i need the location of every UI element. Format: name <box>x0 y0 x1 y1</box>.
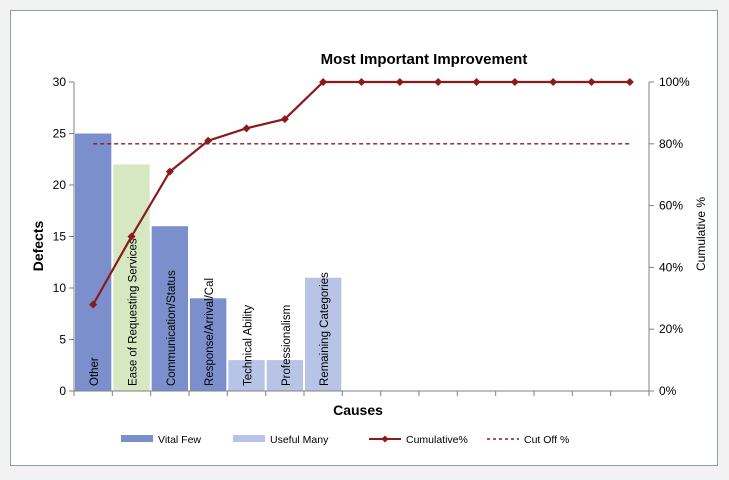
y2-tick-label-1: 20% <box>659 322 683 336</box>
y-tick-label-5: 25 <box>53 127 67 141</box>
category-label-4: Technical Ability <box>243 305 255 386</box>
y2-tick-label-2: 40% <box>659 260 683 274</box>
cumulative-point-10 <box>472 78 481 86</box>
bar-3 <box>190 298 227 391</box>
y2-tick-label-0: 0% <box>659 384 677 398</box>
cumulative-point-12 <box>549 78 558 86</box>
cumulative-point-3 <box>204 136 213 145</box>
y-tick-label-3: 15 <box>53 230 67 244</box>
cumulative-point-2 <box>165 167 174 176</box>
pareto-chart: Most Important Improvement Other Ease of … <box>30 51 708 446</box>
category-label-1: Ease of Requesting Services <box>128 238 140 386</box>
cumulative-point-14 <box>625 78 634 86</box>
cumulative-point-1 <box>127 232 136 241</box>
cumulative-point-7 <box>357 78 366 86</box>
category-label-2: Communication/Status <box>166 270 178 386</box>
legend-marker-2 <box>381 435 389 443</box>
legend-label-1: Useful Many <box>270 434 329 446</box>
y2-axis-label: Cumulative % <box>694 197 708 271</box>
cumulative-point-4 <box>242 124 251 133</box>
x-axis-label: Causes <box>333 402 383 418</box>
legend-label-2: Cumulative% <box>406 434 468 446</box>
chart-title: Most Important Improvement <box>321 51 528 68</box>
cumulative-point-9 <box>434 78 443 86</box>
bar-6 <box>305 277 342 391</box>
legend: Vital Few Useful Many Cumulative% Cut Off % <box>121 434 569 446</box>
y2-tick-label-3: 60% <box>659 199 683 213</box>
legend-swatch-1 <box>233 435 265 442</box>
y-tick-label-2: 10 <box>53 281 67 295</box>
y2-tick-label-4: 80% <box>659 137 683 151</box>
bar-2 <box>151 226 188 391</box>
legend-label-3: Cut Off % <box>524 434 569 446</box>
y-tick-label-4: 20 <box>53 178 67 192</box>
legend-swatch-0 <box>121 435 153 442</box>
y-tick-label-1: 5 <box>59 333 66 347</box>
bar-5 <box>266 360 303 391</box>
legend-label-0: Vital Few <box>158 434 201 446</box>
cumulative-point-6 <box>319 78 328 86</box>
bar-0 <box>75 133 112 391</box>
cumulative-point-11 <box>510 78 519 86</box>
cumulative-point-8 <box>395 78 404 86</box>
bar-4 <box>228 360 265 391</box>
category-label-5: Professionalism <box>281 305 293 386</box>
category-label-0: Other <box>89 357 101 386</box>
y2-tick-label-5: 100% <box>659 75 690 89</box>
bar-1 <box>113 164 150 391</box>
category-label-6: Remaining Categories <box>319 272 331 386</box>
cumulative-point-13 <box>587 78 596 86</box>
cumulative-point-0 <box>89 300 98 309</box>
cumulative-point-5 <box>280 115 289 124</box>
y-axis-label: Defects <box>30 221 46 272</box>
y-tick-label-0: 0 <box>59 384 66 398</box>
category-label-3: Response/Arrival/Cal <box>204 278 216 386</box>
chart-frame: Most Important Improvement Other Ease of … <box>10 10 718 466</box>
y-tick-label-6: 30 <box>53 75 67 89</box>
